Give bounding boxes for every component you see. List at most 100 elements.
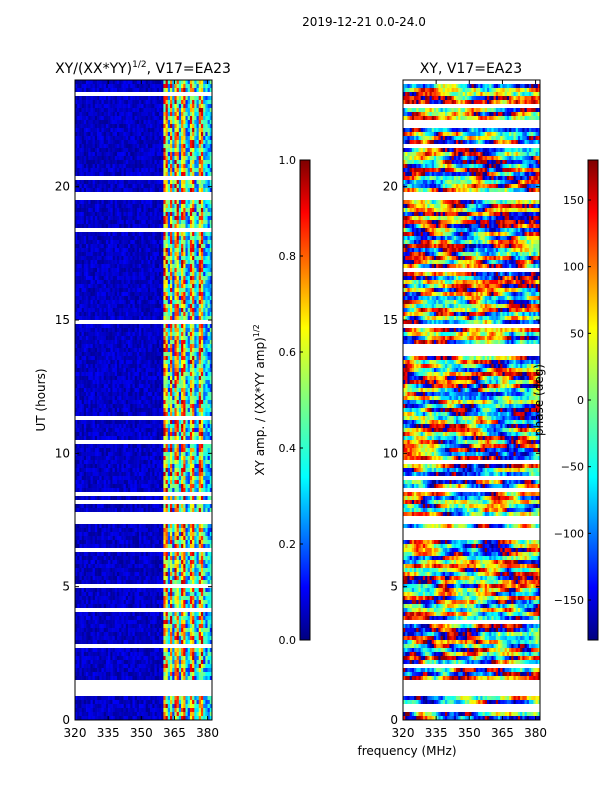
heatmap-cell: [183, 652, 186, 656]
heatmap-cell: [125, 588, 129, 592]
heatmap-cell: [79, 712, 82, 716]
heatmap-cell: [152, 504, 155, 508]
heatmap-cell: [183, 480, 186, 484]
heatmap-cell: [125, 672, 129, 676]
heatmap-cell: [203, 392, 206, 396]
heatmap-cell: [134, 524, 138, 528]
heatmap-cell: [147, 364, 151, 368]
heatmap-cell: [79, 336, 82, 340]
heatmap-cell: [143, 392, 147, 396]
heatmap-cell: [170, 648, 173, 652]
heatmap-cell: [103, 420, 107, 424]
heatmap-cell: [99, 532, 102, 536]
heatmap-cell: [139, 504, 142, 508]
heatmap-cell: [170, 452, 173, 456]
heatmap-cell: [209, 352, 212, 356]
heatmap-cell: [75, 708, 78, 712]
heatmap-cell: [75, 660, 78, 664]
heatmap-cell: [132, 652, 135, 656]
heatmap-cell: [174, 444, 177, 448]
heatmap-cell: [123, 572, 127, 576]
heatmap-cell: [136, 408, 140, 412]
heatmap-cell: [198, 376, 202, 380]
heatmap-cell: [79, 376, 82, 380]
heatmap-cell: [205, 556, 208, 560]
heatmap-cell: [167, 392, 171, 396]
heatmap-cell: [75, 676, 78, 680]
heatmap-cell: [161, 592, 164, 596]
heatmap-cell: [105, 696, 109, 700]
heatmap-cell: [196, 392, 200, 396]
heatmap-cell: [147, 560, 151, 564]
heatmap-cell: [150, 676, 153, 680]
heatmap-cell: [205, 488, 208, 492]
heatmap-cell: [172, 628, 175, 632]
heatmap-cell: [181, 384, 184, 388]
heatmap-cell: [205, 396, 208, 400]
heatmap-cell: [158, 656, 162, 660]
heatmap-cell: [130, 712, 133, 716]
heatmap-cell: [152, 488, 155, 492]
heatmap-cell: [103, 436, 107, 440]
heatmap-cell: [187, 580, 191, 584]
heatmap-cell: [205, 580, 208, 584]
heatmap-cell: [108, 348, 111, 352]
heatmap-cell: [134, 648, 138, 652]
heatmap-cell: [196, 528, 200, 532]
heatmap-cell: [139, 568, 142, 572]
heatmap-cell: [165, 648, 169, 652]
heatmap-cell: [192, 540, 195, 544]
heatmap-cell: [150, 452, 153, 456]
heatmap-cell: [141, 420, 144, 424]
heatmap-cell: [77, 404, 80, 408]
heatmap-cell: [185, 612, 188, 616]
heatmap-cell: [161, 496, 164, 500]
heatmap-cell: [196, 468, 200, 472]
heatmap-cell: [181, 628, 184, 632]
heatmap-cell: [209, 656, 212, 660]
heatmap-cell: [143, 344, 147, 348]
heatmap-cell: [123, 540, 127, 544]
heatmap-cell: [145, 648, 149, 652]
heatmap-cell: [145, 432, 149, 436]
heatmap-cell: [116, 400, 120, 404]
heatmap-cell: [128, 408, 131, 412]
heatmap-cell: [152, 660, 155, 664]
heatmap-cell: [183, 552, 186, 556]
heatmap-cell: [79, 600, 82, 604]
heatmap-cell: [200, 444, 204, 448]
heatmap-cell: [141, 360, 144, 364]
heatmap-cell: [75, 376, 78, 380]
heatmap-cell: [99, 480, 102, 484]
heatmap-cell: [209, 716, 212, 720]
heatmap-cell: [200, 404, 204, 408]
heatmap-cell: [110, 340, 113, 344]
heatmap-cell: [134, 596, 138, 600]
heatmap-cell: [187, 672, 191, 676]
heatmap-cell: [156, 636, 160, 640]
heatmap-cell: [207, 380, 211, 384]
heatmap-cell: [150, 636, 153, 640]
heatmap-cell: [139, 632, 142, 636]
heatmap-cell: [125, 384, 129, 388]
heatmap-cell: [88, 508, 91, 512]
heatmap-cell: [154, 668, 158, 672]
heatmap-cell: [83, 460, 87, 464]
heatmap-cell: [207, 436, 211, 440]
heatmap-cell: [110, 352, 113, 356]
heatmap-cell: [132, 576, 135, 580]
heatmap-cell: [141, 708, 144, 712]
heatmap-cell: [187, 540, 191, 544]
heatmap-cell: [156, 560, 160, 564]
heatmap-cell: [156, 620, 160, 624]
heatmap-cell: [88, 612, 91, 616]
heatmap-cell: [116, 380, 120, 384]
heatmap-cell: [165, 620, 169, 624]
heatmap-cell: [116, 636, 120, 640]
heatmap-cell: [75, 428, 78, 432]
heatmap-cell: [77, 540, 80, 544]
heatmap-cell: [150, 344, 153, 348]
heatmap-cell: [181, 484, 184, 488]
heatmap-cell: [90, 604, 93, 608]
heatmap-cell: [154, 432, 158, 436]
